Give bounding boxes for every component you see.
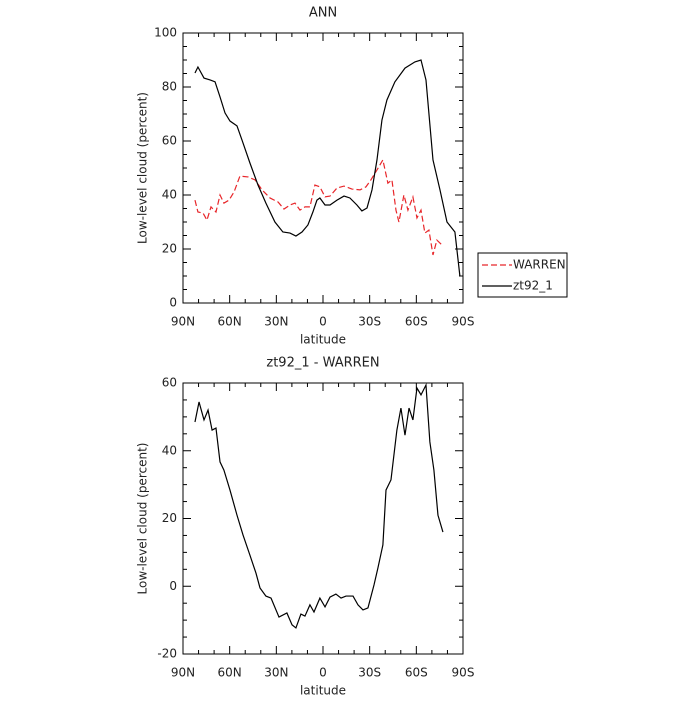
y-tick-label: 0	[169, 296, 177, 310]
x-tick-label: 60N	[218, 315, 242, 329]
y-axis-label: Low-level cloud (percent)	[136, 92, 150, 244]
x-axis-label: latitude	[300, 333, 346, 347]
y-tick-label: 0	[169, 579, 177, 593]
x-axis-label: latitude	[300, 684, 346, 698]
x-tick-label: 30N	[264, 666, 288, 680]
plot-frame	[182, 32, 464, 304]
y-tick-label: 20	[162, 511, 177, 525]
y-tick-label: 40	[162, 443, 177, 457]
series-line	[194, 59, 461, 277]
plot-frame	[182, 382, 464, 655]
y-tick-label: 60	[162, 376, 177, 390]
chart-title: zt92_1 - WARREN	[266, 356, 379, 371]
x-tick-label: 90S	[452, 666, 475, 680]
legend-label: WARREN	[513, 258, 566, 272]
x-tick-label: 30S	[358, 315, 381, 329]
x-tick-label: 60S	[405, 315, 428, 329]
y-tick-label: 60	[162, 134, 177, 148]
x-tick-label: 60N	[218, 666, 242, 680]
series-line	[194, 158, 443, 256]
x-tick-label: 30N	[264, 315, 288, 329]
x-tick-label: 90S	[452, 315, 475, 329]
series-line	[194, 382, 444, 629]
x-tick-label: 0	[319, 315, 327, 329]
chart-title: ANN	[309, 6, 337, 21]
x-tick-label: 30S	[358, 666, 381, 680]
y-tick-label: 40	[162, 188, 177, 202]
y-tick-label: 20	[162, 242, 177, 256]
x-tick-label: 90N	[171, 666, 195, 680]
y-tick-label: -20	[157, 647, 177, 661]
x-tick-label: 0	[319, 666, 327, 680]
y-tick-label: 80	[162, 80, 177, 94]
legend-box	[477, 252, 568, 298]
x-tick-label: 60S	[405, 666, 428, 680]
legend-label: zt92_1	[513, 279, 553, 293]
y-axis-label: Low-level cloud (percent)	[136, 443, 150, 595]
y-tick-label: 100	[154, 26, 177, 40]
x-tick-label: 90N	[171, 315, 195, 329]
